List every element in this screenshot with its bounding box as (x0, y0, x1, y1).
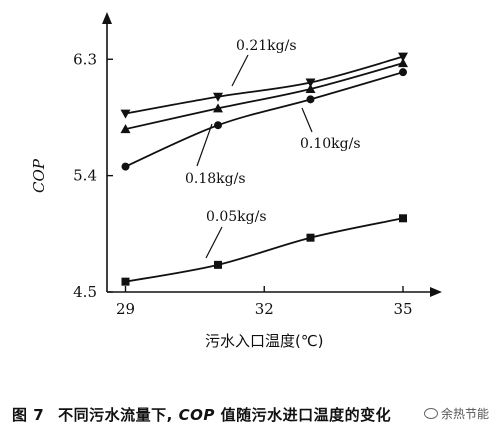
x-tick-label: 32 (255, 300, 274, 318)
data-point-square (214, 260, 222, 269)
data-point-triangle-up (120, 124, 131, 134)
y-tick-label: 4.5 (73, 283, 97, 301)
caption-text-before: 不同污水流量下, (58, 406, 179, 424)
data-point-square (306, 233, 315, 242)
caption-cop: COP (178, 406, 215, 424)
data-point-circle (214, 121, 222, 130)
data-point-triangle-down (213, 92, 223, 102)
y-axis-label: COP (30, 158, 48, 193)
data-point-triangle-down (398, 52, 408, 62)
series-line-0-21kg-s (125, 55, 404, 115)
data-point-triangle-down (120, 109, 131, 119)
watermark: 余热节能 (420, 404, 492, 423)
data-point-triangle-up (305, 83, 316, 93)
series-label-0-18kg-s: 0.18kg/s (185, 171, 246, 187)
series-leader-line (301, 107, 313, 133)
series-leader-line (231, 54, 249, 87)
series-line-0-10kg-s (125, 71, 404, 168)
x-axis-arrow (430, 287, 442, 297)
axes: 29 32 35 4.5 5.4 6.3 (73, 12, 442, 318)
series-line-0-05kg-s (125, 217, 404, 283)
chat-bubble-icon (423, 408, 438, 419)
series-group (120, 52, 408, 286)
series-label-0-21kg-s: 0.21kg/s (236, 38, 297, 54)
series-label-0-10kg-s: 0.10kg/s (300, 136, 361, 152)
data-point-square (121, 277, 130, 286)
y-axis-arrow (102, 12, 112, 24)
y-tick-label: 6.3 (73, 50, 97, 68)
caption-text-after: 值随污水进口温度的变化 (214, 406, 392, 424)
x-tick-label: 29 (116, 300, 135, 318)
cop-line-chart: 29 32 35 4.5 5.4 6.3 0.21kg/s 0.18kg/s 0.10kg/s… (30, 12, 442, 350)
series-leader-line (205, 226, 223, 259)
data-point-triangle-up (398, 58, 408, 68)
y-tick-label: 5.4 (73, 167, 97, 185)
data-point-circle (121, 162, 130, 171)
x-axis-label: 污水入口温度(℃) (205, 332, 324, 350)
data-point-triangle-up (213, 103, 223, 113)
data-point-circle (306, 95, 315, 104)
data-point-circle (399, 68, 407, 77)
x-tick-label: 35 (393, 300, 412, 318)
series-label-0-05kg-s: 0.05kg/s (206, 209, 267, 225)
series-line-0-18kg-s (125, 62, 404, 130)
series-labels: 0.21kg/s 0.18kg/s 0.10kg/s 0.05kg/s (185, 38, 361, 259)
figure-caption: 图 7 不同污水流量下, COP 值随污水进口温度的变化 (12, 404, 391, 425)
watermark-text: 余热节能 (440, 407, 489, 421)
figure-number: 图 7 (12, 406, 45, 424)
data-point-square (399, 214, 407, 223)
data-point-triangle-down (305, 78, 316, 88)
series-leader-line (196, 123, 213, 167)
